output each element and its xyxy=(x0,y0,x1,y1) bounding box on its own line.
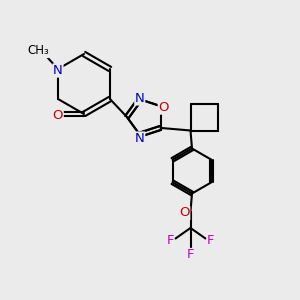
Text: O: O xyxy=(53,109,63,122)
Text: N: N xyxy=(135,132,145,145)
Text: N: N xyxy=(135,92,145,105)
Text: F: F xyxy=(167,233,174,247)
Text: O: O xyxy=(158,101,169,114)
Text: O: O xyxy=(179,206,190,220)
Text: CH₃: CH₃ xyxy=(27,44,49,58)
Text: F: F xyxy=(187,248,194,262)
Text: N: N xyxy=(53,64,63,77)
Text: F: F xyxy=(207,233,215,247)
